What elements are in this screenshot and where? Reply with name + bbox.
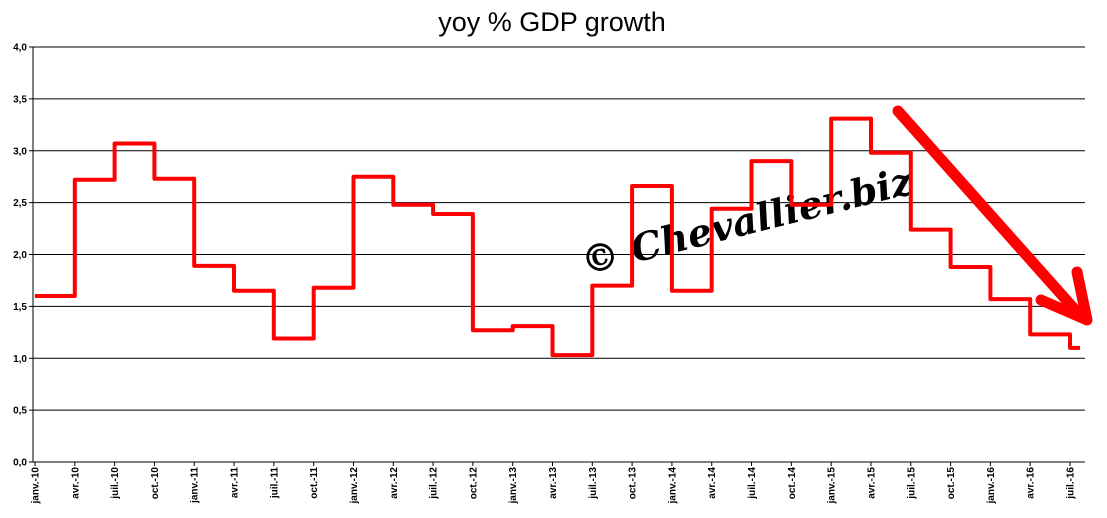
x-tick-label: juil.-16: [1066, 467, 1077, 500]
watermark-text: © Chevallier.biz: [576, 158, 918, 284]
x-tick-label: avr.-12: [389, 467, 400, 499]
data-point: [273, 338, 275, 340]
x-tick-label: oct.-10: [150, 467, 161, 500]
data-point: [1069, 347, 1071, 349]
x-tick-label: avr.-14: [707, 467, 718, 499]
x-tick-label: oct.-11: [309, 467, 320, 499]
x-tick-label: avr.-16: [1026, 467, 1037, 499]
data-point: [233, 290, 235, 292]
x-tick-label: oct.-12: [468, 467, 479, 500]
data-point: [392, 204, 394, 206]
arrow-head: [1035, 266, 1093, 326]
data-point: [352, 176, 354, 178]
y-tick-label: 2,0: [13, 250, 27, 261]
data-point: [870, 152, 872, 154]
x-tick-label: janv.-11: [190, 467, 201, 504]
data-point: [790, 204, 792, 206]
data-point: [989, 298, 991, 300]
x-tick-label: janv.-10: [31, 467, 42, 505]
data-point: [751, 160, 753, 162]
data-point: [193, 265, 195, 267]
x-tick-label: oct.-13: [628, 467, 639, 500]
y-tick-label: 2,5: [13, 198, 27, 209]
x-tick-label: avr.-13: [548, 467, 559, 499]
data-point: [671, 290, 673, 292]
y-axis-ticks: 0,0 0,5 1,0 1,5 2,0 2,5 3,0 3,5 4,0: [13, 43, 33, 469]
x-tick-label: janv.-14: [667, 467, 678, 505]
y-tick-label: 3,5: [13, 94, 27, 105]
data-point: [1029, 333, 1031, 335]
y-tick-label: 3,0: [13, 146, 27, 157]
series: [34, 116, 1080, 358]
x-tick-label: avr.-10: [70, 467, 81, 499]
trend-arrow: [892, 105, 1093, 326]
x-tick-label: juil.-13: [588, 467, 599, 500]
data-point: [74, 179, 76, 181]
arrow-shaft: [892, 105, 1083, 318]
data-point: [910, 229, 912, 231]
data-point: [631, 185, 633, 187]
x-axis-ticks: janv.-10 avr.-10 juil.-10 oct.-10 janv.-11 av…: [31, 462, 1077, 505]
x-tick-label: avr.-15: [866, 467, 877, 499]
series-line: [35, 116, 1080, 358]
chart-title: yoy % GDP growth: [438, 7, 666, 37]
data-point: [552, 354, 553, 356]
data-point: [114, 142, 116, 144]
data-point: [830, 118, 832, 120]
gridlines: [33, 46, 1085, 411]
x-tick-label: juil.-12: [429, 467, 440, 500]
x-tick-label: oct.-15: [946, 467, 957, 500]
data-point: [950, 266, 952, 268]
y-tick-label: 0,5: [13, 406, 27, 417]
data-point: [472, 329, 474, 331]
x-tick-label: oct.-14: [787, 467, 798, 500]
data-point: [711, 208, 713, 210]
x-tick-label: juil.-10: [110, 467, 121, 500]
y-tick-label: 0,0: [13, 458, 27, 469]
data-point: [512, 325, 514, 327]
data-point: [591, 285, 593, 287]
x-tick-label: janv.-15: [827, 467, 838, 505]
data-point: [313, 287, 315, 289]
y-tick-label: 4,0: [13, 43, 27, 54]
y-tick-label: 1,0: [13, 354, 27, 365]
data-point: [34, 295, 36, 297]
x-tick-label: juil.-14: [747, 467, 758, 500]
data-point: [153, 178, 155, 180]
x-tick-label: janv.-16: [986, 467, 997, 505]
x-tick-label: janv.-12: [349, 467, 360, 505]
data-point: [432, 213, 434, 215]
y-tick-label: 1,5: [13, 302, 27, 313]
x-tick-label: juil.-15: [906, 467, 917, 500]
x-tick-label: avr.-11: [230, 467, 241, 499]
x-tick-label: juil.-11: [269, 467, 280, 500]
x-tick-label: janv.-13: [508, 467, 519, 505]
